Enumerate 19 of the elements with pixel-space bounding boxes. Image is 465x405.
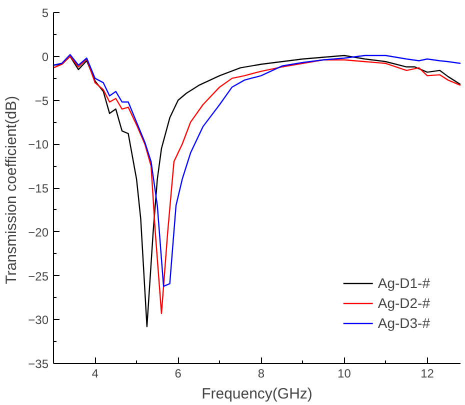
y-tick-label: −20 (28, 225, 49, 240)
y-tick-label: −10 (28, 138, 49, 152)
legend-label: Ag-D3-# (378, 315, 430, 331)
x-axis-title: Frequency(GHz) (202, 386, 312, 402)
y-tick-label: −25 (28, 269, 49, 284)
y-tick-label: 0 (42, 50, 49, 64)
y-axis-title: Transmission coefficient(dB) (3, 96, 20, 284)
x-tick-label: 8 (258, 366, 265, 380)
y-tick-label: −15 (28, 182, 49, 196)
x-tick-label: 4 (92, 366, 99, 380)
y-tick-label: −5 (34, 94, 49, 108)
legend-label: Ag-D2-# (378, 295, 430, 311)
x-tick-label: 6 (174, 366, 182, 380)
legend-label: Ag-D1-# (378, 275, 430, 291)
y-tick-label: −35 (28, 357, 49, 371)
y-tick-label: 5 (42, 6, 49, 20)
x-tick-label: 12 (420, 366, 434, 380)
y-tick-label: −30 (28, 313, 49, 328)
x-tick-label: 10 (338, 366, 352, 380)
